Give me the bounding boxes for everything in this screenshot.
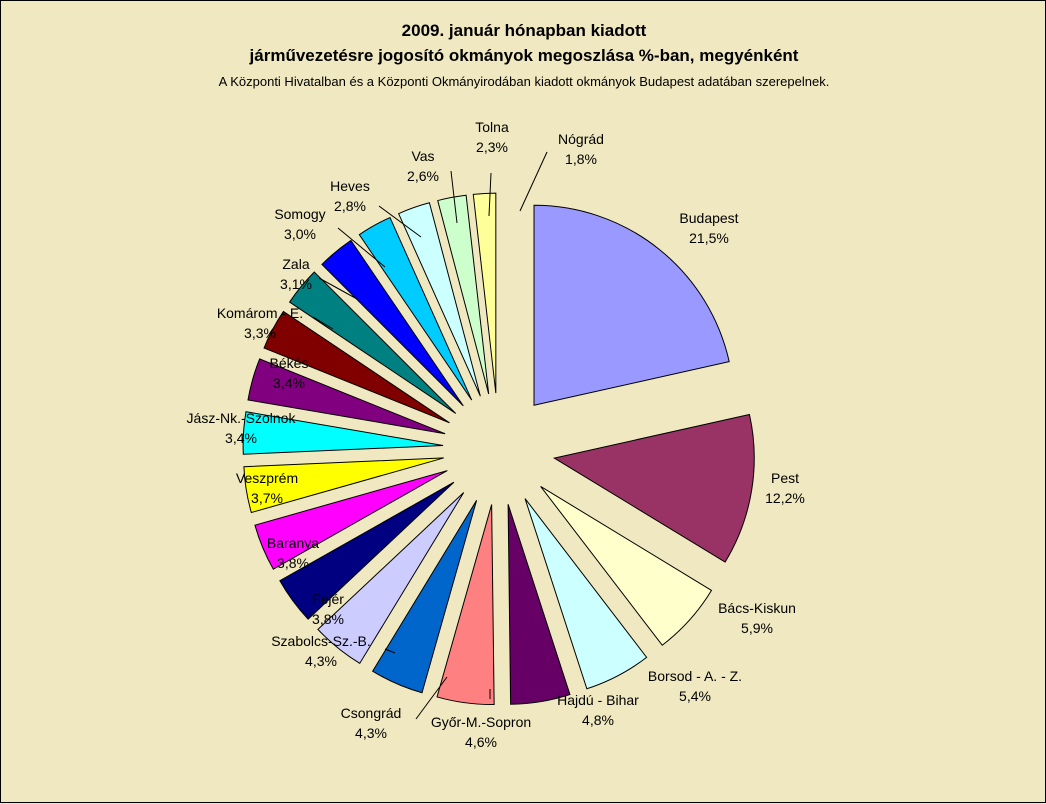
pie-slice-baranya — [254, 470, 448, 570]
slice-label: Jász-Nk.-Szolnok — [187, 410, 297, 426]
leader-line — [488, 172, 492, 217]
slice-value-label: 3,0% — [284, 226, 316, 242]
leader-line — [378, 205, 422, 238]
slice-label: Heves — [330, 178, 370, 194]
leader-line — [384, 648, 396, 654]
slice-value-label: 1,8% — [565, 151, 597, 167]
leader-line — [312, 316, 334, 330]
slice-label: Pest — [771, 470, 799, 486]
chart-subtitle: A Központi Hivatalban és a Központi Okmá… — [218, 74, 830, 89]
pie-slice-somogy — [321, 239, 464, 407]
pie-slice-veszpr-m — [243, 457, 444, 514]
slice-label: Veszprém — [236, 470, 298, 486]
leader-line — [337, 227, 386, 268]
chart-title: 2009. január hónapban kiadott — [401, 21, 647, 40]
slice-value-label: 3,8% — [312, 611, 344, 627]
slice-value-label: 2,8% — [334, 198, 366, 214]
pie-slice-budapest — [533, 204, 730, 406]
pie-slice-pest — [552, 413, 755, 563]
slice-value-label: 2,6% — [407, 168, 439, 184]
leader-line — [519, 151, 548, 212]
slice-label: Budapest — [679, 210, 738, 226]
slice-label: Békés — [270, 355, 309, 371]
leader-line — [415, 676, 448, 720]
pie-slice-zala — [288, 271, 457, 414]
pie-slice-szabolcs-sz-b- — [317, 492, 465, 665]
slice-value-label: 5,4% — [679, 688, 711, 704]
slice-label: Somogy — [274, 206, 325, 222]
slice-value-label: 2,3% — [476, 139, 508, 155]
slice-label: Szabolcs-Sz.-B. — [271, 633, 371, 649]
pie-slice-b-cs-kiskun — [540, 486, 713, 646]
slice-value-label: 4,6% — [465, 734, 497, 750]
slice-value-label: 3,4% — [225, 430, 257, 446]
leader-line — [450, 170, 458, 224]
slice-label: Bács-Kiskun — [718, 600, 796, 616]
slice-value-label: 4,8% — [582, 712, 614, 728]
pie-slice-gy-r-m-sopron — [436, 504, 495, 706]
pie-slice-b-k-s — [247, 358, 446, 435]
leader-line — [318, 277, 358, 300]
slice-label: Győr-M.-Sopron — [431, 714, 531, 730]
slice-value-label: 3,7% — [251, 490, 283, 506]
slice-label: Nógrád — [558, 131, 604, 147]
slice-label: Komárom - E. — [217, 305, 303, 321]
pie-slice-vas — [397, 202, 481, 397]
pie-slice-n-gr-d — [472, 192, 497, 394]
slice-value-label: 3,4% — [273, 375, 305, 391]
slice-value-label: 3,1% — [280, 276, 312, 292]
slice-label: Csongrád — [341, 705, 402, 721]
slice-value-label: 3,8% — [277, 555, 309, 571]
slice-label: Zala — [282, 256, 309, 272]
slice-label: Hajdú - Bihar — [557, 692, 639, 708]
pie-slice-kom-rom-e- — [263, 310, 450, 424]
slice-value-label: 21,5% — [689, 230, 729, 246]
chart-title-line2: járművezetésre jogosító okmányok megoszl… — [249, 46, 799, 65]
slice-label: Vas — [411, 148, 434, 164]
pie-slice-tolna — [437, 194, 490, 395]
pie-slice-j-sz-nk-szolnok — [242, 411, 444, 455]
slice-value-label: 4,3% — [355, 725, 387, 741]
slice-label: Tolna — [475, 119, 509, 135]
slice-value-label: 5,9% — [741, 620, 773, 636]
slice-value-label: 3,3% — [244, 325, 276, 341]
slice-label: Borsod - A. - Z. — [648, 668, 742, 684]
pie-slice-heves — [358, 216, 473, 401]
pie-slice-borsod-a-z- — [524, 498, 648, 690]
slice-value-label: 4,3% — [305, 653, 337, 669]
slice-label: Fejér — [312, 591, 344, 607]
slice-label: Baranya — [267, 535, 319, 551]
pie-slice-csongr-d — [371, 500, 478, 694]
slice-value-label: 12,2% — [765, 490, 805, 506]
pie-slice-fej-r — [279, 481, 455, 620]
pie-slice-hajd-bihar — [507, 504, 571, 705]
